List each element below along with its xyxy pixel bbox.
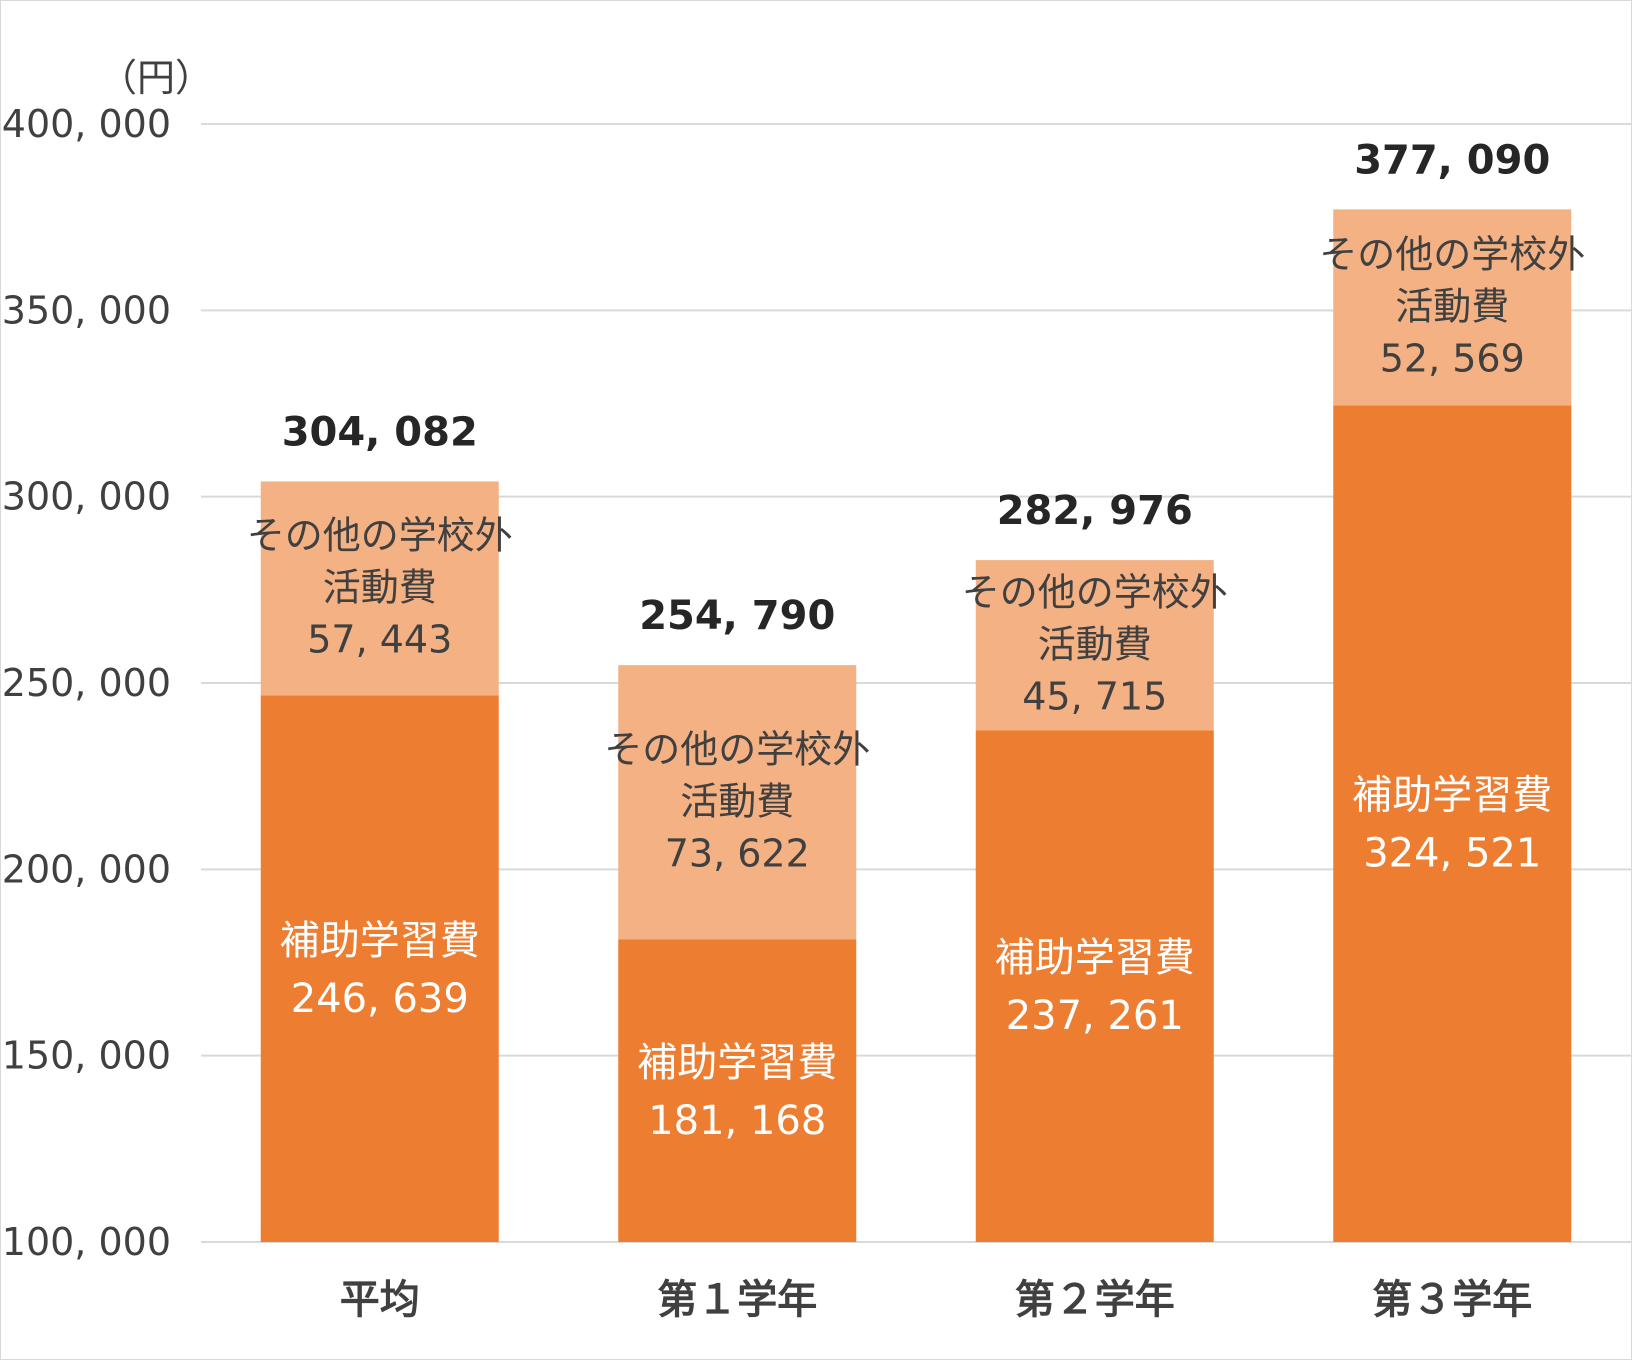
segment-label-hojo: 181, 168 [648,1098,826,1144]
y-tick-label: 350, 000 [2,288,171,332]
bars [260,209,1572,1243]
bar-segment-hojo-3 [1333,405,1572,1243]
bar-segment-other-1 [618,665,857,940]
y-tick-label: 200, 000 [2,847,171,891]
y-axis-unit-label: （円） [99,56,213,100]
bar-segment-other-0 [260,481,499,696]
segment-label-hojo: 324, 521 [1363,831,1541,877]
bar-segment-other-2 [975,560,1214,731]
segment-label-other: その他の学校外 [604,727,870,771]
segment-label-other: 活動費 [323,565,437,609]
segment-label-other: 52, 569 [1380,336,1525,380]
x-tick-label: 第２学年 [1015,1277,1175,1323]
segment-label-other: その他の学校外 [247,513,513,557]
x-tick-label: 第１学年 [657,1277,817,1323]
segment-label-other: 45, 715 [1022,674,1167,718]
bar-segment-other-3 [1333,209,1572,406]
bar-segment-hojo-1 [618,939,857,1242]
total-label: 377, 090 [1354,137,1550,183]
total-label: 282, 976 [997,488,1193,534]
segment-label-hojo: 補助学習費 [995,935,1195,981]
bar-segment-hojo-0 [260,695,499,1242]
segment-label-other: 活動費 [1038,622,1152,666]
segment-label-other: その他の学校外 [962,570,1228,614]
segment-label-hojo: 237, 261 [1006,993,1184,1039]
segment-label-other: 活動費 [1395,284,1509,328]
x-axis-ticks: 平均 第１学年 第２学年 第３学年 [340,1277,1533,1323]
segment-label-hojo: 補助学習費 [1352,773,1552,819]
segment-label-hojo: 246, 639 [291,976,469,1022]
segment-label-other: 57, 443 [307,617,452,661]
y-tick-label: 150, 000 [2,1034,171,1078]
y-tick-label: 400, 000 [2,102,171,146]
bar-segment-hojo-2 [975,730,1214,1242]
y-axis-ticks: 100, 000 150, 000 200, 000 250, 000 300, 000… [2,102,171,1264]
y-tick-label: 100, 000 [2,1220,171,1264]
y-tick-label: 250, 000 [2,661,171,705]
segment-label-hojo: 補助学習費 [637,1040,837,1086]
x-tick-label: 第３学年 [1372,1277,1532,1323]
y-tick-label: 300, 000 [2,475,171,519]
segment-label-hojo: 補助学習費 [280,918,480,964]
total-label: 254, 790 [639,593,835,639]
segment-label-other: 活動費 [680,779,794,823]
x-tick-label: 平均 [340,1277,420,1323]
segment-label-other: その他の学校外 [1319,232,1585,276]
segment-label-other: 73, 622 [665,831,810,875]
total-label: 304, 082 [282,409,478,455]
